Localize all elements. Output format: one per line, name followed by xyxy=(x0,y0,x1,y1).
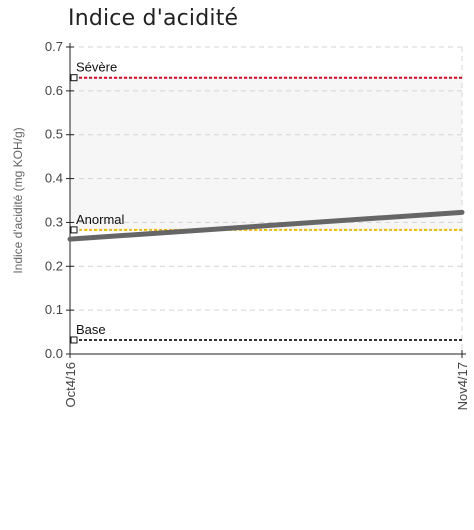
y-tick-label: 0.2 xyxy=(45,258,63,273)
reference-marker xyxy=(70,226,78,234)
shaded-band xyxy=(70,77,462,230)
series-line xyxy=(67,209,465,242)
y-tick-label: 0.7 xyxy=(45,39,63,54)
reference-marker xyxy=(70,336,78,344)
y-tick-label: 0.6 xyxy=(45,83,63,98)
reference-label: Sévère xyxy=(76,60,117,75)
y-tick-label: 0.0 xyxy=(45,346,63,361)
reference-label: Anormal xyxy=(76,212,125,227)
y-tick-label: 0.5 xyxy=(45,127,63,142)
chart-title: Indice d'acidité xyxy=(68,6,239,31)
y-tick-label: 0.4 xyxy=(45,171,63,186)
y-tick-label: 0.3 xyxy=(45,214,63,229)
reference-label: Base xyxy=(76,322,106,337)
x-tick-label: Oct4/16 xyxy=(63,362,78,408)
y-axis-label: Indice d'acidité (mg KOH/g) xyxy=(11,127,25,273)
x-tick-label: Nov4/17 xyxy=(455,362,470,410)
reference-marker xyxy=(70,74,78,82)
y-tick-label: 0.1 xyxy=(45,302,63,317)
